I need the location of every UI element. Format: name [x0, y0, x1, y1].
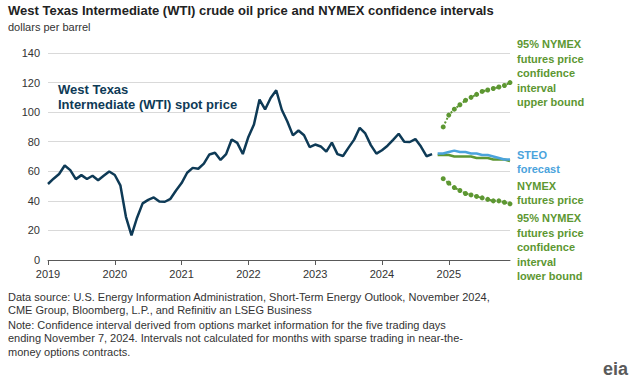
svg-text:futures price: futures price — [517, 194, 584, 206]
svg-text:40: 40 — [28, 195, 40, 207]
svg-text:95% NYMEX: 95% NYMEX — [517, 38, 582, 50]
svg-text:ending November 7, 2024. Inter: ending November 7, 2024. Intervals not c… — [8, 332, 463, 344]
svg-text:CME Group, Bloomberg, L.P., an: CME Group, Bloomberg, L.P., and Refiniti… — [8, 304, 312, 316]
svg-text:100: 100 — [22, 106, 40, 118]
svg-text:futures price: futures price — [517, 53, 584, 65]
svg-text:Note: Confidence interval deri: Note: Confidence interval derived from o… — [8, 319, 446, 331]
svg-text:120: 120 — [22, 77, 40, 89]
svg-text:2024: 2024 — [370, 268, 394, 280]
svg-text:interval: interval — [517, 256, 556, 268]
svg-text:140: 140 — [22, 47, 40, 59]
svg-text:forecast: forecast — [517, 163, 560, 175]
svg-text:dollars per barrel: dollars per barrel — [8, 21, 91, 33]
svg-text:2023: 2023 — [303, 268, 327, 280]
svg-text:upper bound: upper bound — [517, 96, 584, 108]
svg-text:interval: interval — [517, 82, 556, 94]
svg-text:eia: eia — [603, 359, 629, 379]
svg-text:confidence: confidence — [517, 241, 575, 253]
svg-text:Intermediate (WTI) spot price: Intermediate (WTI) spot price — [58, 97, 237, 112]
svg-text:NYMEX: NYMEX — [517, 180, 557, 192]
svg-text:80: 80 — [28, 136, 40, 148]
svg-text:2020: 2020 — [103, 268, 127, 280]
svg-text:2019: 2019 — [36, 268, 60, 280]
svg-text:95% NYMEX: 95% NYMEX — [517, 212, 582, 224]
svg-text:West Texas Intermediate (WTI): West Texas Intermediate (WTI) crude oil … — [8, 3, 494, 18]
svg-text:0: 0 — [34, 254, 40, 266]
svg-text:futures price: futures price — [517, 227, 584, 239]
svg-text:2025: 2025 — [437, 268, 461, 280]
svg-text:20: 20 — [28, 224, 40, 236]
svg-text:Data source: U.S. Energy Infor: Data source: U.S. Energy Information Adm… — [8, 291, 490, 303]
svg-text:2022: 2022 — [236, 268, 260, 280]
svg-text:2021: 2021 — [169, 268, 193, 280]
svg-text:West Texas: West Texas — [58, 82, 128, 97]
svg-text:confidence: confidence — [517, 67, 575, 79]
svg-text:60: 60 — [28, 165, 40, 177]
svg-text:STEO: STEO — [517, 149, 547, 161]
svg-text:money options contracts.: money options contracts. — [8, 346, 130, 358]
svg-text:lower bound: lower bound — [517, 270, 582, 282]
